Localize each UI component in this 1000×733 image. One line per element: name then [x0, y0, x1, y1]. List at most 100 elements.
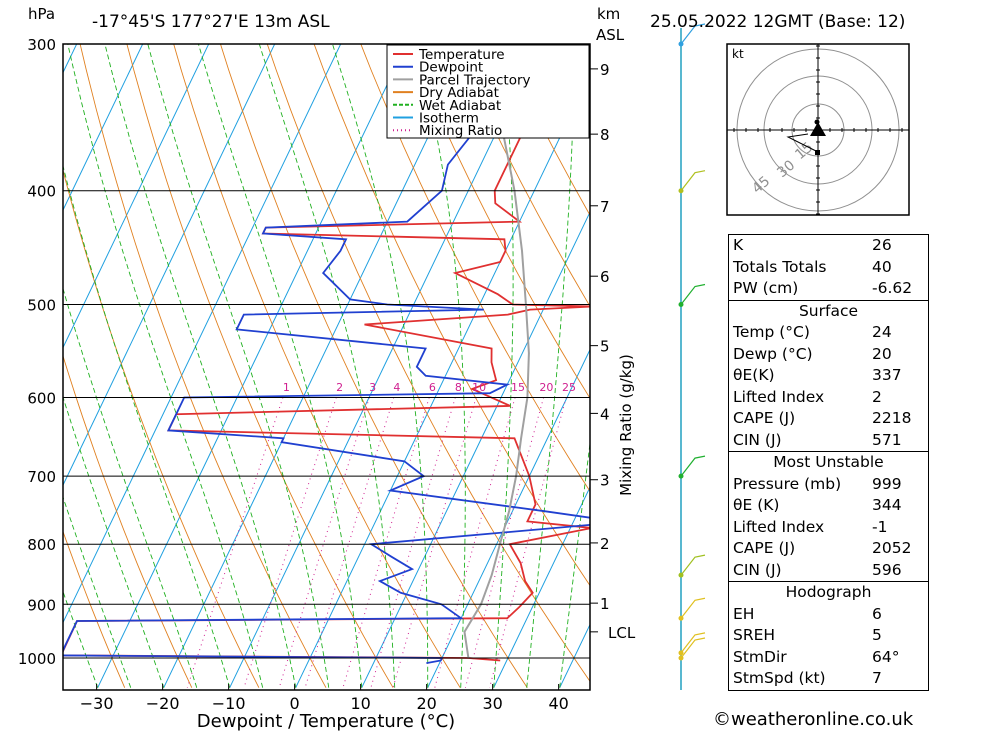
- wind-barb-icon: [680, 283, 706, 305]
- wind-barb-icon: [680, 23, 706, 45]
- indices-row: Totals Totals 40: [729, 257, 928, 279]
- km-tick-label: 6: [600, 268, 610, 286]
- mixing-ratio-label: 20: [539, 381, 553, 394]
- isotherm-line: [427, 348, 590, 688]
- wet-adiabat-line: [332, 44, 429, 688]
- temperature-tick-label: 0: [290, 694, 300, 713]
- parcel-trajectory-line: [463, 44, 530, 659]
- mu-value: 596: [872, 560, 902, 579]
- dry-adiabat-line: [407, 44, 590, 400]
- surface-label: Temp (°C): [733, 323, 810, 341]
- mixing-ratio-label: 2: [336, 381, 343, 394]
- surface-row: CIN (J) 571: [729, 430, 928, 452]
- legend-label: Mixing Ratio: [419, 123, 502, 139]
- isotherm-line: [163, 44, 474, 688]
- plot-frame: [62, 43, 591, 691]
- temperature-tick-label: 20: [416, 694, 436, 713]
- isotherm-line: [229, 44, 540, 688]
- wind-barb-icon: [680, 632, 706, 654]
- surface-title: Surface: [798, 301, 859, 320]
- km-tick-label: 2: [600, 535, 610, 553]
- dry-adiabat-line: [63, 530, 126, 688]
- wet-adiabat-line: [104, 44, 297, 688]
- pressure-tick-label: 900: [27, 596, 56, 614]
- mixing-ratio-line: [392, 397, 477, 688]
- mixing-ratio-line: [434, 397, 516, 688]
- dry-adiabat-line: [126, 44, 394, 688]
- mixing-ratio-label: 15: [511, 381, 525, 394]
- mixing-ratio-line: [464, 397, 545, 688]
- indices-label: PW (cm): [733, 279, 799, 297]
- indices-value: -6.62: [872, 279, 913, 297]
- pressure-tick-label: 700: [27, 468, 56, 486]
- isotherm-line: [63, 44, 342, 624]
- pressure-unit-label: hPa: [28, 5, 56, 23]
- dry-adiabat-line: [220, 44, 528, 688]
- location-title: -17°45'S 177°27'E 13m ASL: [92, 12, 330, 32]
- hodo-label: StmDir: [733, 647, 787, 666]
- dry-adiabat-line: [313, 44, 590, 587]
- surface-value: 2: [872, 387, 882, 406]
- indices-row: PW (cm) -6.62: [729, 278, 928, 300]
- temperature-tick-label: −30: [80, 694, 114, 713]
- km-tick-label: 5: [600, 338, 610, 356]
- isotherm-line: [63, 44, 276, 487]
- wind-barb-icon: [680, 597, 706, 619]
- dry-adiabat-line: [0, 27, 58, 688]
- hodo-value: 5: [872, 626, 882, 644]
- mixing-ratio-label: 3: [369, 381, 376, 394]
- temperature-line: [63, 44, 590, 662]
- mixing-ratio-label: 4: [393, 381, 400, 394]
- hodo-row: StmSpd (kt) 7: [729, 668, 928, 690]
- pressure-tick-label: 600: [27, 389, 56, 407]
- surface-label: CIN (J): [733, 430, 782, 449]
- indices-label: Totals Totals: [733, 257, 827, 276]
- hodograph-unit-label: kt: [732, 47, 744, 61]
- pressure-tick-label: 500: [27, 297, 56, 315]
- wet-adiabat-line: [147, 44, 330, 688]
- wet-adiabat-line: [63, 286, 198, 688]
- wet-adiabat-line: [67, 44, 264, 688]
- mixing-ratio-line: [489, 397, 567, 688]
- km-tick-label: LCL: [608, 624, 636, 642]
- legend-label: Temperature: [418, 47, 505, 63]
- isotherm-line: [63, 44, 78, 74]
- isotherm-line: [295, 73, 590, 688]
- temperature-tick-label: −10: [212, 694, 246, 713]
- km-tick-label: 4: [600, 405, 610, 423]
- km-tick-label: 8: [600, 126, 610, 144]
- pressure-tick-label: 400: [27, 183, 56, 201]
- wind-barb-icon: [680, 554, 706, 576]
- surface-value: 2218: [872, 409, 912, 427]
- pressure-tick-label: 800: [27, 536, 56, 554]
- isotherm-line: [97, 44, 408, 688]
- indices-label: K: [733, 236, 744, 254]
- surface-row: Dewp (°C) 20: [729, 344, 928, 366]
- isotherm-line: [361, 210, 590, 688]
- datetime-label: 25.05.2022 12GMT (Base: 12): [650, 12, 906, 32]
- wet-adiabat-line: [63, 395, 165, 688]
- wet-adiabat-line: [63, 495, 132, 688]
- dry-adiabat-line: [63, 168, 260, 688]
- legend-label: Dry Adiabat: [419, 85, 499, 101]
- temperature-tick-label: −20: [146, 694, 180, 713]
- most-unstable-section: Most Unstable Pressure (mb) 999 θE (K) 344 L…: [729, 451, 928, 581]
- hodo-value: 6: [872, 604, 882, 623]
- temperature-tick-label: 30: [482, 694, 502, 713]
- dry-adiabat-line: [63, 354, 193, 688]
- mixing-ratio-label: 6: [429, 381, 436, 394]
- dry-adiabat-line: [360, 44, 590, 493]
- surface-label: θE(K): [733, 366, 775, 384]
- hodograph-point: [814, 119, 820, 125]
- dry-adiabat-line: [956, 27, 1000, 688]
- copyright-text[interactable]: ©weatheronline.co.uk: [713, 709, 914, 730]
- isotherm-line: [63, 44, 144, 212]
- hodo-label: EH: [733, 604, 755, 623]
- hodo-row: StmDir 64°: [729, 647, 928, 669]
- surface-value: 337: [872, 366, 902, 384]
- indices-table: K 26 Totals Totals 40 PW (cm) -6.62 Surface T…: [728, 234, 929, 691]
- surface-row: Temp (°C) 24: [729, 322, 928, 344]
- dry-adiabat-line: [79, 44, 327, 688]
- indices-value: 26: [872, 236, 892, 254]
